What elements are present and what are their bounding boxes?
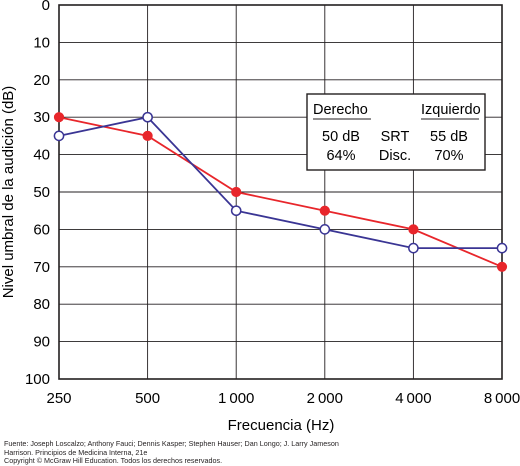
point-derecho-2	[232, 187, 241, 196]
point-izquierdo-2	[232, 206, 241, 215]
point-izquierdo-3	[320, 225, 329, 234]
y-tick-label-90: 90	[33, 334, 50, 351]
y-tick-label-50: 50	[33, 184, 50, 201]
y-tick-label-10: 10	[33, 34, 50, 51]
y-tick-label-30: 30	[33, 109, 50, 126]
legend-row2-left: 64%	[326, 148, 355, 164]
point-derecho-4	[409, 225, 418, 234]
legend-box: Derecho Izquierdo 50 dB SRT 55 dB 64% Di…	[307, 94, 485, 170]
x-tick-label-0: 250	[46, 390, 71, 407]
y-tick-label-0: 0	[42, 0, 50, 14]
y-tick-label-70: 70	[33, 259, 50, 276]
point-derecho-1	[143, 131, 152, 140]
x-tick-labels: 250 500 1 000 2 000 4 000 8 000	[46, 390, 520, 407]
y-tick-label-20: 20	[33, 72, 50, 89]
credit-line-copyright: Copyright © McGraw Hill Education. Todos…	[4, 457, 222, 466]
legend-row1-right: 55 dB	[430, 129, 468, 145]
legend-row2-middle: Disc.	[379, 148, 411, 164]
point-derecho-5	[497, 262, 506, 271]
y-tick-label-40: 40	[33, 147, 50, 164]
point-izquierdo-1	[143, 113, 152, 122]
grid-lines	[59, 5, 502, 379]
point-derecho-3	[320, 206, 329, 215]
x-axis-title: Frecuencia (Hz)	[228, 417, 335, 434]
point-izquierdo-0	[54, 131, 63, 140]
point-izquierdo-5	[497, 244, 506, 253]
legend-row1-middle: SRT	[381, 129, 410, 145]
x-tick-label-5: 8 000	[484, 390, 520, 407]
legend-header-izquierdo: Izquierdo	[421, 102, 481, 118]
y-tick-label-60: 60	[33, 221, 50, 238]
y-tick-label-80: 80	[33, 296, 50, 313]
x-tick-label-1: 500	[135, 390, 160, 407]
y-tick-labels: 0 10 20 30 40 50 60 70 80 90 100	[25, 0, 50, 388]
legend-row2-right: 70%	[434, 148, 463, 164]
point-izquierdo-4	[409, 244, 418, 253]
y-axis-title: Nivel umbral de la audición (dB)	[0, 86, 17, 299]
x-tick-label-2: 1 000	[218, 390, 254, 407]
x-tick-label-3: 2 000	[307, 390, 343, 407]
legend-row1-left: 50 dB	[322, 129, 360, 145]
point-derecho-0	[54, 113, 63, 122]
x-tick-label-4: 4 000	[395, 390, 431, 407]
legend-header-derecho: Derecho	[313, 102, 368, 118]
y-tick-label-100: 100	[25, 371, 50, 388]
